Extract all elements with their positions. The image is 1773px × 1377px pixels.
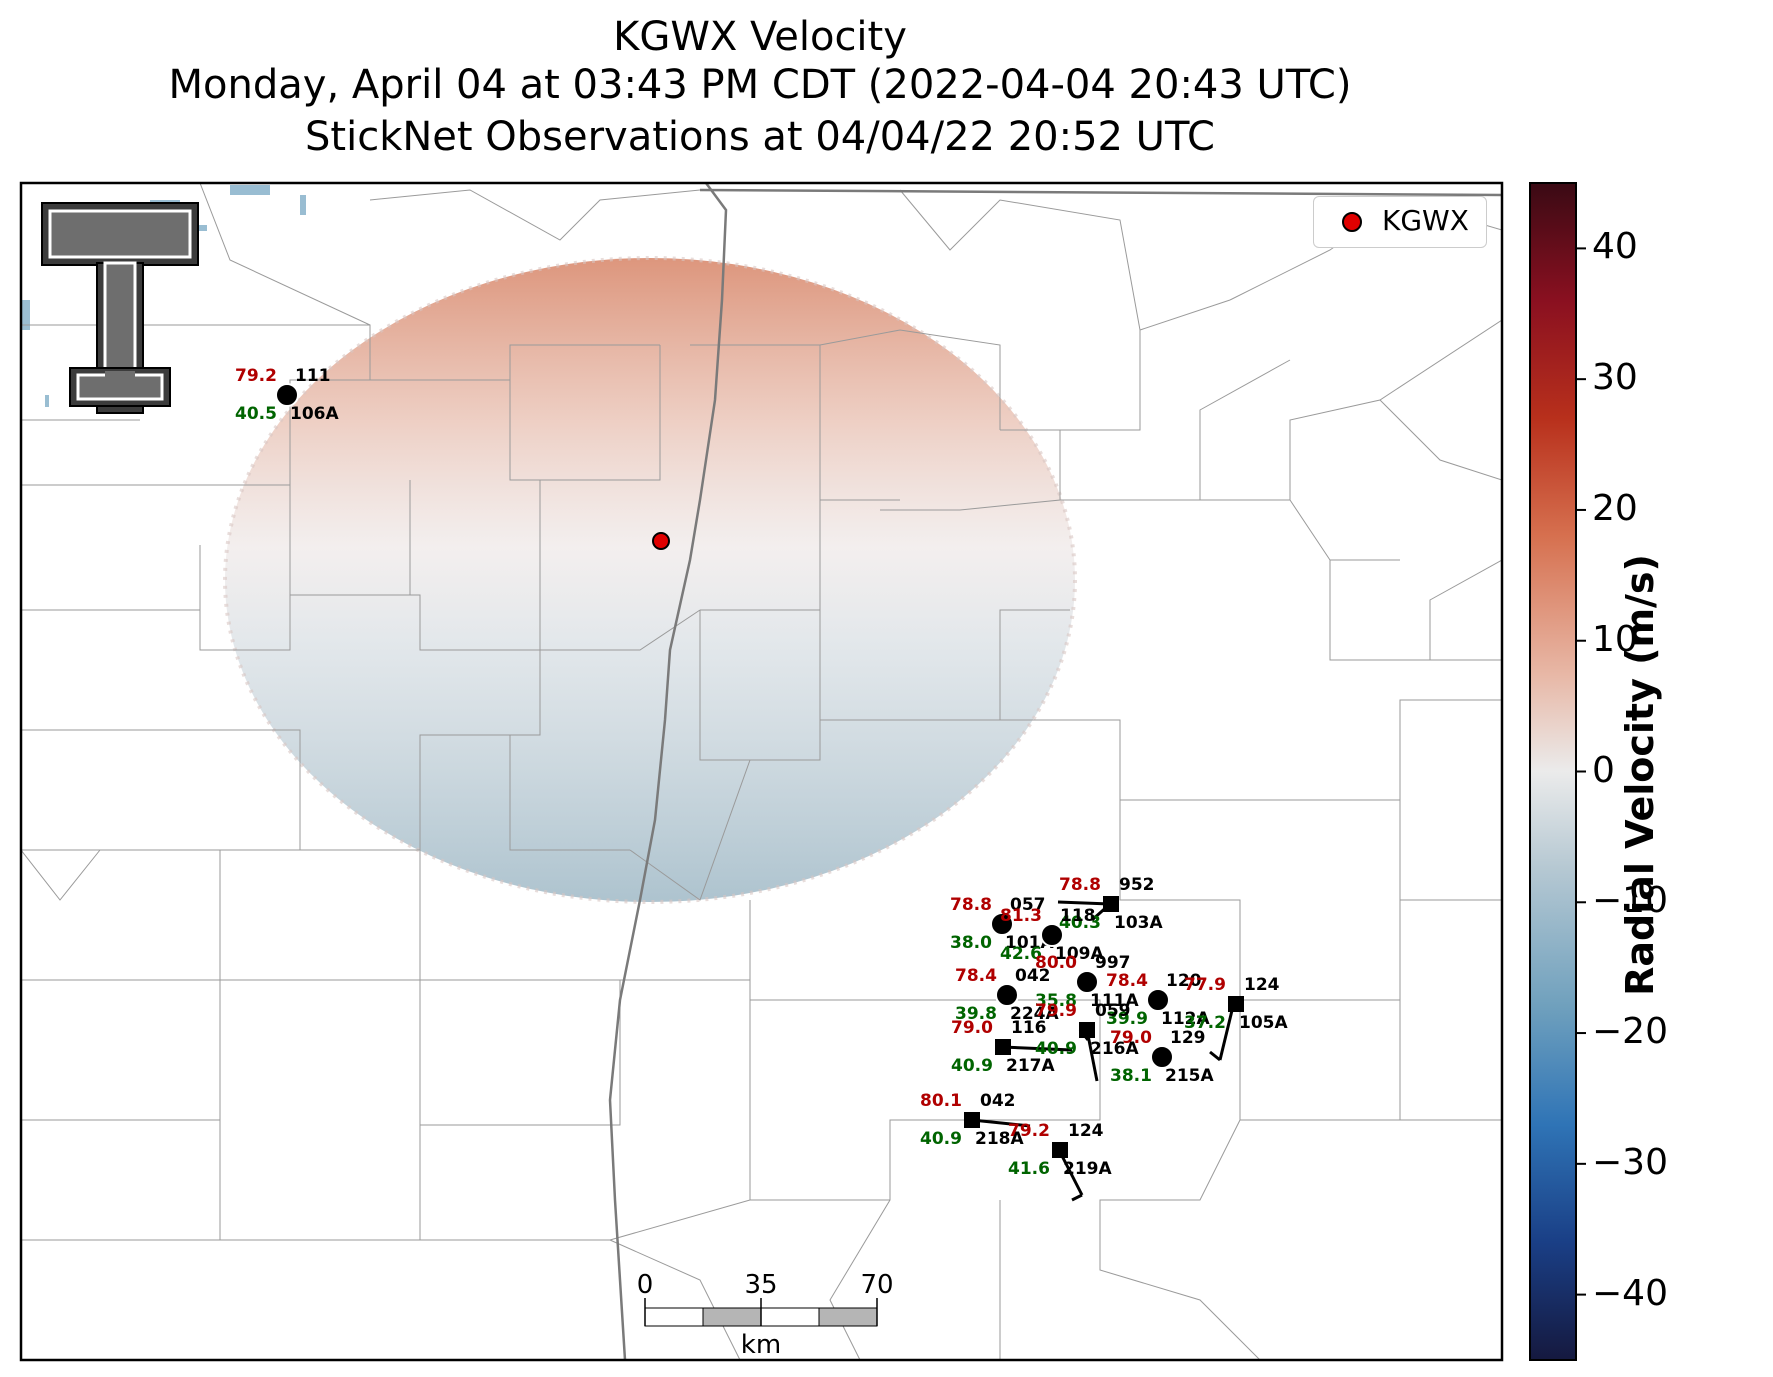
station-marker[interactable] [964, 1112, 980, 1128]
state-boundaries [608, 183, 1502, 1360]
station-id: 952 [1119, 875, 1155, 895]
station-temperature: 77.9 [1184, 975, 1226, 995]
colorbar [1529, 182, 1577, 1361]
scalebar-label-70: 70 [860, 1270, 894, 1300]
scalebar-unit: km [740, 1330, 782, 1360]
station-dewpoint: 42.6 [1000, 944, 1042, 964]
station-probe-id: 111A [1090, 991, 1139, 1011]
station-probe-id: 103A [1114, 913, 1163, 933]
station-probe-id: 218A [975, 1129, 1024, 1149]
station-marker[interactable] [995, 1039, 1011, 1055]
station-id: 997 [1095, 953, 1131, 973]
radar-velocity-field [225, 258, 1075, 902]
station-marker[interactable] [1150, 1045, 1174, 1069]
station-id: 057 [1010, 895, 1046, 915]
station-temperature: 78.8 [1059, 875, 1101, 895]
station-dewpoint: 38.0 [950, 933, 992, 953]
station-id: 129 [1170, 1028, 1206, 1048]
station-id: 059 [1095, 1001, 1131, 1021]
colorbar-title: Radial Velocity (m/s) [1618, 554, 1662, 996]
title-line-3: StickNet Observations at 04/04/22 20:52 … [305, 114, 1215, 160]
station-temperature: 78.8 [950, 895, 992, 915]
station-id: 042 [980, 1091, 1016, 1111]
legend-marker [1342, 212, 1362, 232]
colorbar-ticks [1576, 247, 1586, 1296]
colorbar-tick-label: −20 [1592, 1011, 1668, 1053]
station-probe-id: 219A [1063, 1159, 1112, 1179]
station-probe-id: 215A [1165, 1066, 1214, 1086]
station-temperature: 78.4 [955, 966, 997, 986]
station-dewpoint: 40.3 [1059, 913, 1101, 933]
station-id: 116 [1011, 1018, 1047, 1038]
colorbar-tick-label: 10 [1592, 618, 1638, 660]
station-probe-id: 216A [1090, 1039, 1139, 1059]
colorbar-tick-label: 40 [1592, 226, 1638, 268]
legend-label: KGWX [1382, 204, 1469, 237]
colorbar-tick-label: 0 [1592, 749, 1615, 791]
colorbar-tick-label: −40 [1592, 1272, 1668, 1314]
colorbar-tick-label: 20 [1592, 487, 1638, 529]
station-marker[interactable] [1228, 996, 1244, 1012]
station-dewpoint: 41.6 [1008, 1159, 1050, 1179]
title-line-1: KGWX Velocity [613, 14, 907, 60]
station-temperature: 79.0 [951, 1018, 993, 1038]
station-temperature: 79.2 [1008, 1121, 1050, 1141]
station-id: 120 [1166, 971, 1202, 991]
station-dewpoint: 40.9 [1035, 1039, 1077, 1059]
station-marker[interactable] [1052, 1142, 1068, 1158]
station-marker[interactable] [1103, 896, 1119, 912]
scalebar-label-35: 35 [744, 1270, 778, 1300]
station-dewpoint: 38.1 [1110, 1066, 1152, 1086]
station-dewpoint: 40.9 [920, 1129, 962, 1149]
station-dewpoint: 35.8 [1035, 991, 1077, 1011]
station-marker[interactable] [1146, 988, 1170, 1012]
station-probe-id: 217A [1006, 1056, 1055, 1076]
colorbar-tick-label: −10 [1592, 880, 1668, 922]
station-dewpoint: 39.8 [955, 1004, 997, 1024]
station-id: 042 [1015, 966, 1051, 986]
station-id: 111 [295, 366, 331, 386]
station-marker[interactable] [1079, 1022, 1095, 1038]
station-marker[interactable] [1040, 923, 1064, 947]
scale-bar [644, 1298, 878, 1327]
station-temperature: 80.0 [1035, 953, 1077, 973]
texas-tech-double-t-logo [41, 202, 199, 414]
station-temperature: 78.4 [1106, 971, 1148, 991]
station-marker[interactable] [990, 912, 1014, 936]
station-marker[interactable] [275, 383, 299, 407]
station-id: 118 [1060, 906, 1096, 926]
station-dewpoint: 39.9 [1106, 1009, 1148, 1029]
station-probe-id: 105A [1239, 1013, 1288, 1033]
station-marker[interactable] [1075, 970, 1099, 994]
scalebar-label-0: 0 [636, 1270, 654, 1300]
station-temperature: 79.2 [235, 366, 277, 386]
colorbar-tick-label: 30 [1592, 357, 1638, 399]
station-id: 124 [1068, 1121, 1104, 1141]
station-temperature: 81.3 [1000, 906, 1042, 926]
colorbar-tick-label: −30 [1592, 1141, 1668, 1183]
station-marker[interactable] [995, 983, 1019, 1007]
county-boundaries [21, 183, 1502, 1360]
station-dewpoint: 40.5 [235, 404, 277, 424]
station-temperature: 79.0 [1110, 1028, 1152, 1048]
title-line-2: Monday, April 04 at 03:43 PM CDT (2022-0… [168, 62, 1352, 108]
station-dewpoint: 37.2 [1184, 1013, 1226, 1033]
station-temperature: 80.1 [920, 1091, 962, 1111]
radar-site-marker[interactable] [652, 532, 670, 550]
station-temperature: 79.9 [1035, 1001, 1077, 1021]
station-probe-id: 224A [1010, 1004, 1059, 1024]
station-id: 124 [1244, 975, 1280, 995]
station-dewpoint: 40.9 [951, 1056, 993, 1076]
station-probe-id: 112A [1161, 1009, 1210, 1029]
station-probe-id: 106A [290, 404, 339, 424]
station-probe-id: 109A [1055, 944, 1104, 964]
